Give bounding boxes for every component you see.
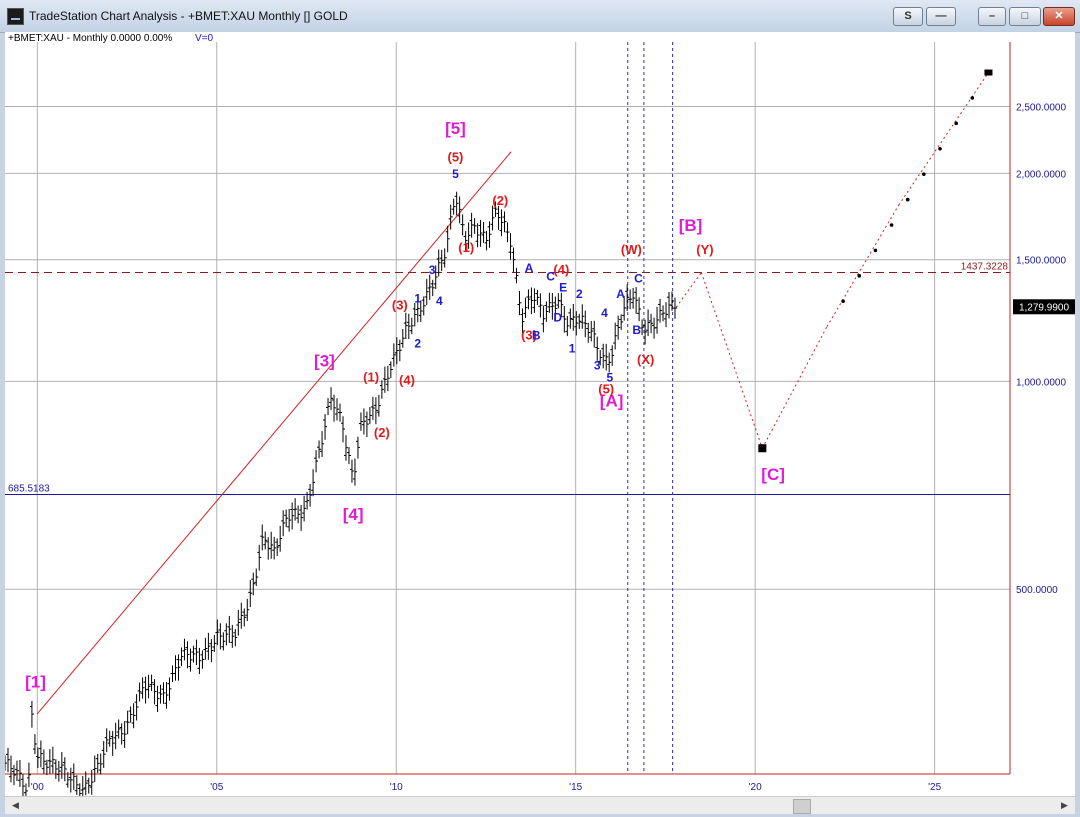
wave-label: (2) xyxy=(492,193,508,208)
projection-low-marker xyxy=(758,444,767,453)
y-tick-label: 1,500.0000 xyxy=(1016,256,1066,267)
wave-label: (X) xyxy=(637,352,654,367)
chart-volume-header: V=0 xyxy=(195,33,214,44)
window-title: TradeStation Chart Analysis - +BMET:XAU … xyxy=(29,9,348,23)
projection-point xyxy=(905,197,910,202)
wave-label: (5) xyxy=(448,150,464,165)
wave-label: [1] xyxy=(25,673,46,692)
y-tick-label: 1,000.0000 xyxy=(1016,377,1066,388)
minimize-button[interactable]: – xyxy=(978,7,1006,26)
price-chart[interactable]: '00 '05 '10 '15 '20 '25 2,500.0000 2,000.0000 1,… xyxy=(5,32,1075,796)
projection-segment xyxy=(700,272,763,449)
x-tick-label: '05 xyxy=(210,782,223,793)
chart-symbol-header: +BMET:XAU - Monthly 0.0000 0.00% xyxy=(8,33,172,44)
projection-point xyxy=(873,248,878,253)
projection-segment xyxy=(675,272,702,308)
wave-label: (W) xyxy=(621,242,642,257)
wave-label: [A] xyxy=(600,391,624,410)
trend-line xyxy=(36,151,512,715)
wave-label: [5] xyxy=(445,119,466,138)
y-tick-label: 500.0000 xyxy=(1016,585,1058,596)
projection-point xyxy=(857,274,862,278)
wave-label: (3) xyxy=(392,298,408,313)
wave-label: C xyxy=(546,269,555,283)
wave-label: 2 xyxy=(576,287,583,301)
wave-label: B xyxy=(532,328,541,342)
wave-label: C xyxy=(634,272,643,286)
wave-label: (3) xyxy=(521,327,537,342)
x-tick-label: '10 xyxy=(390,782,403,793)
chart-area[interactable]: '00 '05 '10 '15 '20 '25 2,500.0000 2,000.0000 1,… xyxy=(5,32,1075,796)
projection-point xyxy=(970,96,975,100)
horizontal-level-label: 685.5183 xyxy=(8,484,50,495)
scroll-thumb[interactable] xyxy=(793,799,811,814)
scroll-right-arrow-icon[interactable]: ▶ xyxy=(1061,800,1068,810)
horizontal-scrollbar[interactable]: ◀ ▶ xyxy=(5,796,1075,814)
wave-label: 1 xyxy=(569,342,576,356)
app-icon xyxy=(7,8,24,25)
wave-label: [4] xyxy=(343,505,364,524)
wave-label: D xyxy=(553,311,562,325)
wave-label: (1) xyxy=(363,369,379,384)
wave-label: (5) xyxy=(598,382,614,397)
projection-point xyxy=(954,121,958,126)
projection-segment xyxy=(898,72,989,206)
wave-label: B xyxy=(632,323,641,337)
wave-label: 4 xyxy=(601,306,608,320)
wave-label: (4) xyxy=(553,262,569,277)
x-tick-label: '25 xyxy=(928,782,941,793)
maximize-button[interactable]: □ xyxy=(1009,7,1041,26)
y-tick-label: 2,000.0000 xyxy=(1016,169,1066,180)
wave-label: A xyxy=(616,287,625,301)
wave-label: [C] xyxy=(761,465,785,484)
horizontal-level-label: 1437.3228 xyxy=(961,262,1009,273)
wave-label: 3 xyxy=(594,359,601,373)
wave-label: 1 xyxy=(414,292,421,306)
wave-label: 5 xyxy=(606,370,613,384)
wave-label: (2) xyxy=(374,425,390,440)
wave-label: 5 xyxy=(452,167,459,181)
x-tick-label: '15 xyxy=(569,782,582,793)
title-bar[interactable]: TradeStation Chart Analysis - +BMET:XAU … xyxy=(0,0,1080,33)
wave-label: 2 xyxy=(414,336,421,350)
wave-label: [3] xyxy=(314,352,335,371)
projection-point xyxy=(938,146,942,151)
y-tick-label: 2,500.0000 xyxy=(1016,103,1066,114)
projection-segment xyxy=(826,204,900,327)
projection-segment xyxy=(761,326,828,449)
projection-point xyxy=(889,223,894,227)
wave-label: [B] xyxy=(679,216,703,235)
wave-label: (4) xyxy=(399,372,415,387)
last-price-label: 1,279.9900 xyxy=(1019,302,1069,313)
wave-label: 4 xyxy=(436,294,443,308)
projection-point xyxy=(841,299,845,304)
wave-label: 3 xyxy=(429,263,436,277)
last-price-box xyxy=(1013,299,1075,315)
projection-point xyxy=(922,172,926,176)
projection-end-marker xyxy=(984,69,993,76)
wave-label: (1) xyxy=(458,240,474,255)
x-tick-label: '00 xyxy=(31,782,44,793)
s-menu-button[interactable]: S xyxy=(893,7,923,26)
wave-label: E xyxy=(559,280,567,294)
wave-label: (Y) xyxy=(696,242,713,257)
close-button[interactable]: ✕ xyxy=(1043,7,1075,26)
x-tick-label: '20 xyxy=(749,782,762,793)
link-menu-button[interactable]: — xyxy=(926,7,956,26)
scroll-left-arrow-icon[interactable]: ◀ xyxy=(12,800,19,810)
wave-label: A xyxy=(525,261,534,275)
